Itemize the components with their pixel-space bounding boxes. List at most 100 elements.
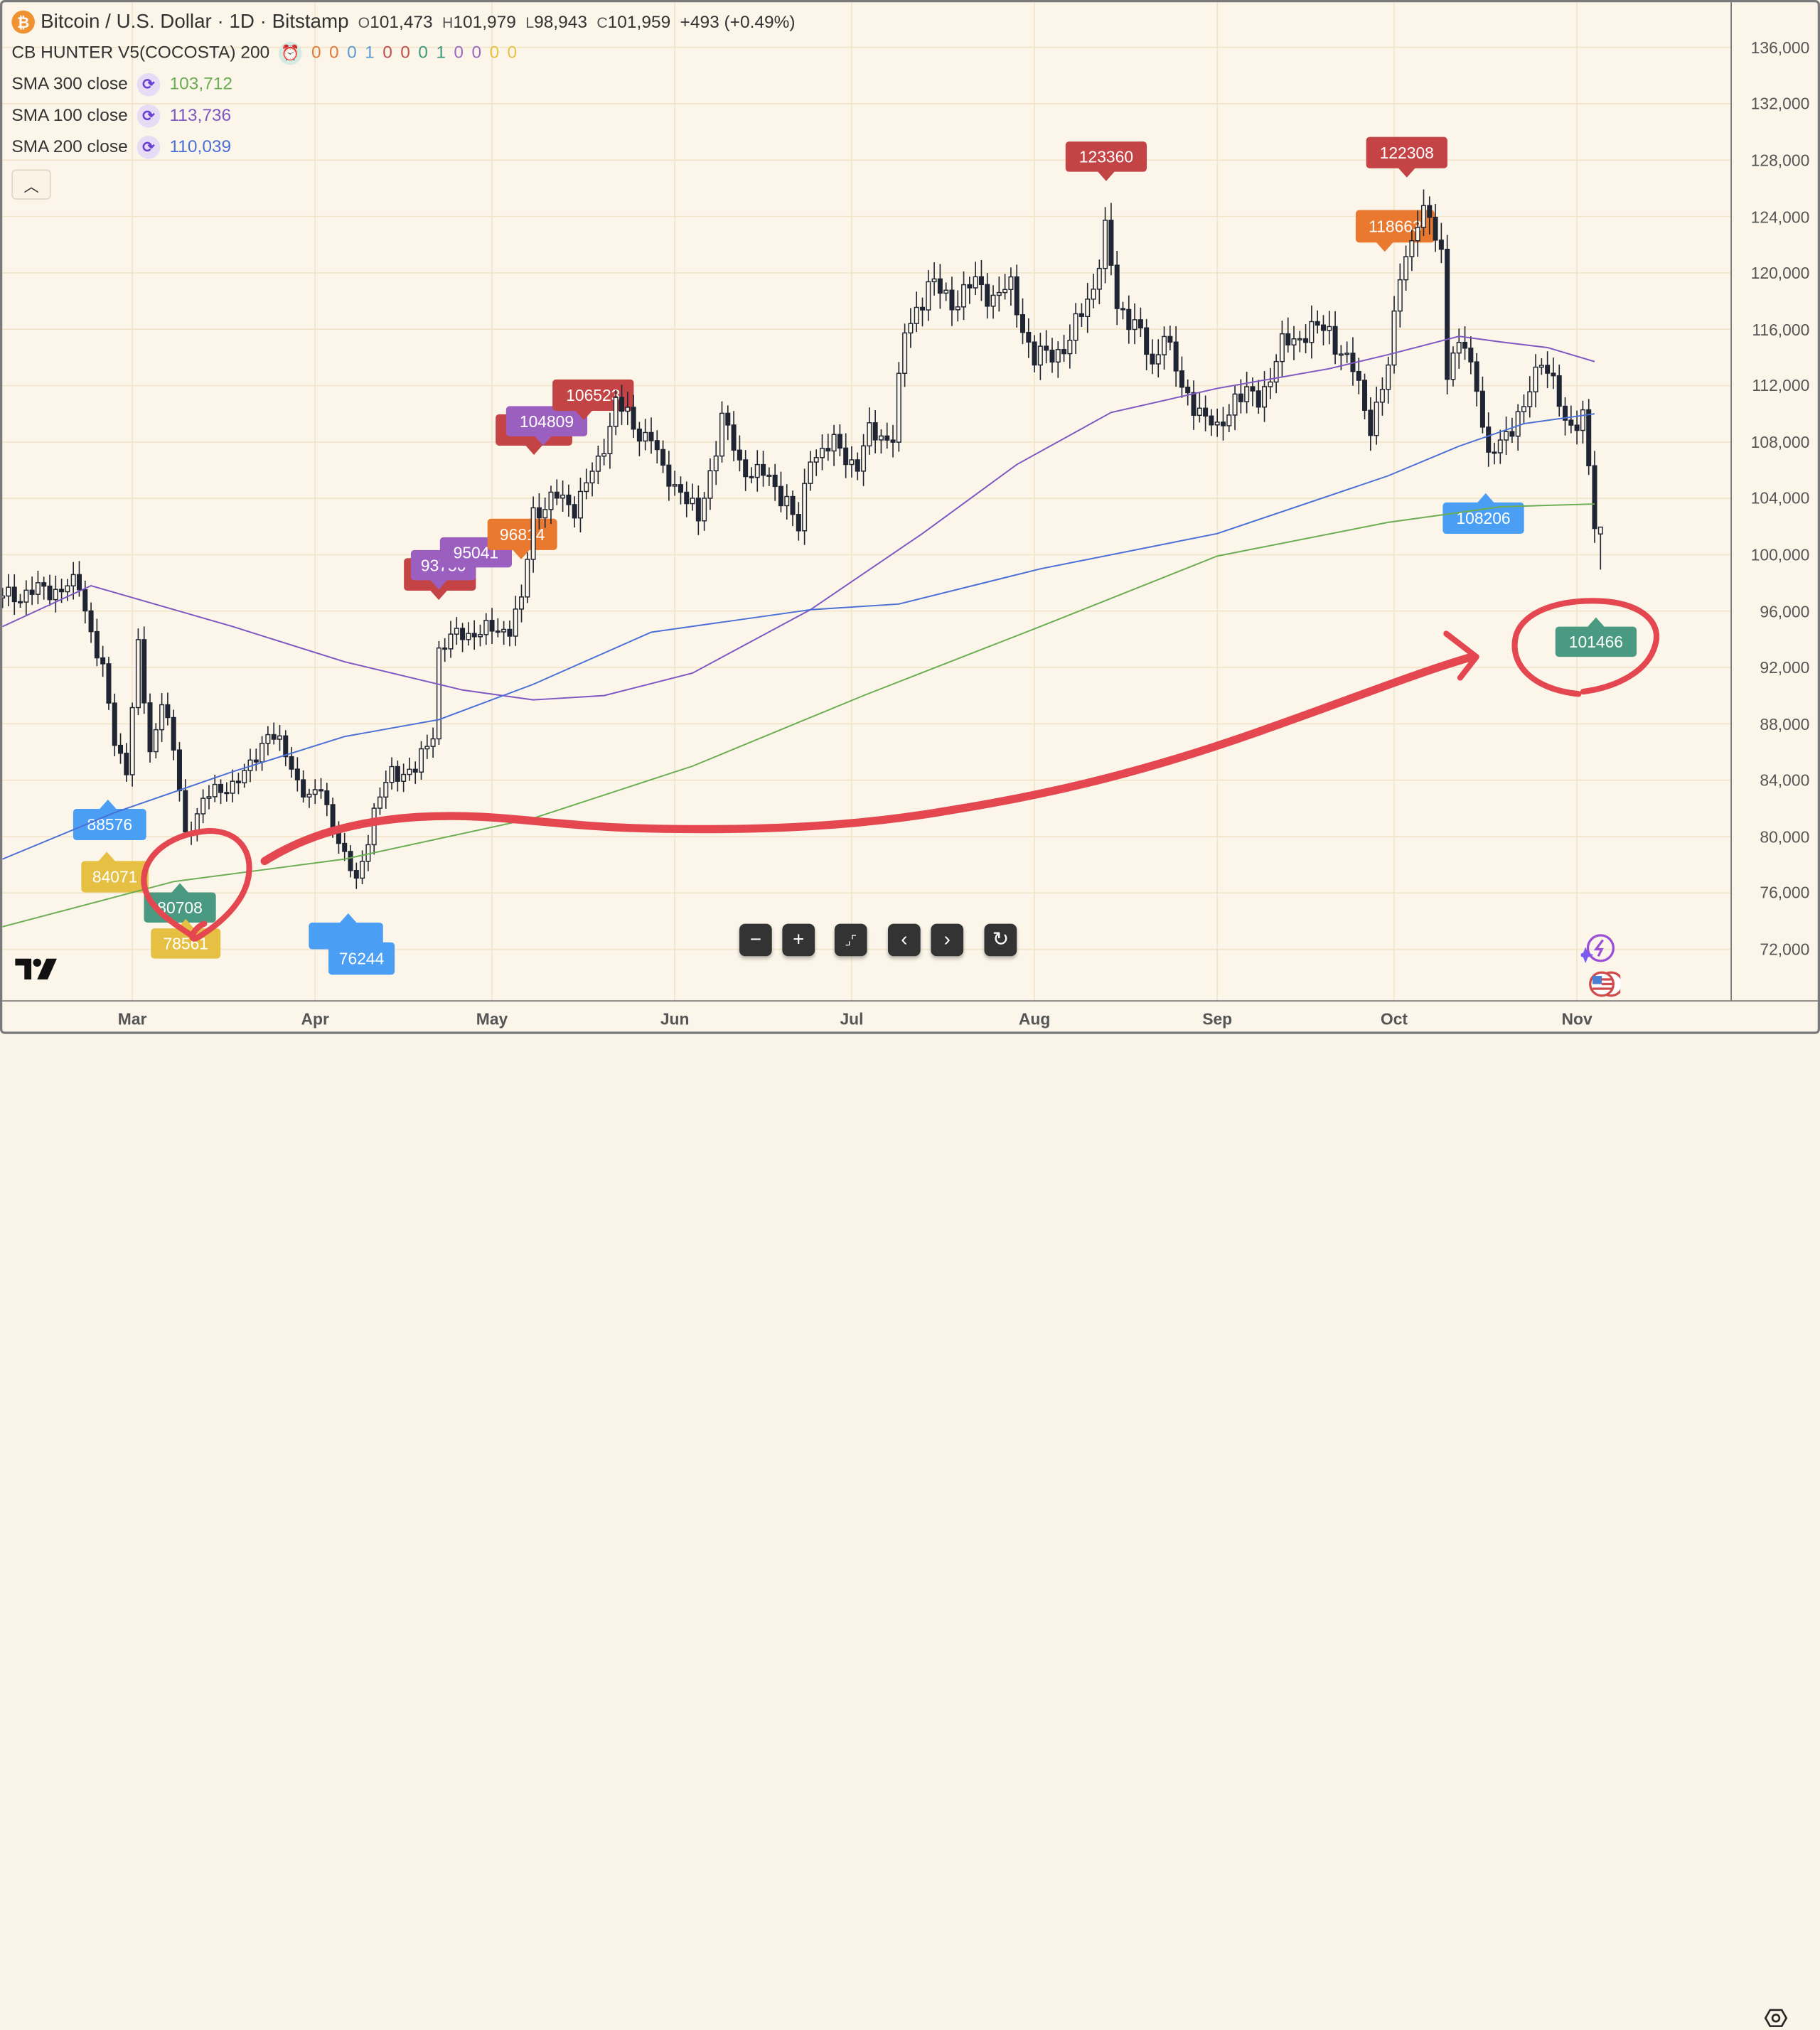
close-key: C: [596, 13, 608, 31]
refresh-icon[interactable]: ⟳: [136, 135, 161, 159]
reset-scale-button[interactable]: ⌟⌜: [834, 923, 867, 957]
candle: [896, 362, 901, 452]
candle-body: [489, 620, 495, 632]
candle-body: [1279, 333, 1285, 362]
candle-body: [648, 431, 654, 441]
candle-body: [719, 412, 725, 457]
indicator-label: SMA 300 close: [11, 74, 128, 95]
candle: [1002, 274, 1008, 300]
candle-body: [1096, 267, 1102, 290]
candle: [1320, 315, 1326, 345]
candle: [395, 761, 400, 792]
indicator-sma-300[interactable]: SMA 300 close ⟳ 103,712: [11, 68, 795, 100]
price-tick-label: 128,000: [1750, 151, 1810, 170]
candle-body: [519, 596, 525, 610]
candle: [577, 477, 583, 532]
signal-pointer: [170, 883, 190, 894]
candle: [926, 269, 931, 321]
candle: [6, 574, 11, 607]
candle: [802, 468, 808, 545]
candle-body: [294, 768, 300, 780]
candle: [1356, 358, 1361, 394]
candle: [1214, 408, 1220, 437]
candle-body: [631, 407, 636, 430]
symbol-row[interactable]: ₿ Bitcoin / U.S. Dollar · 1D · Bitstamp …: [11, 7, 796, 37]
bottom-right-icons: [1580, 934, 1621, 997]
candle-body: [1403, 256, 1409, 281]
signal-label: 123360: [1065, 141, 1147, 181]
candle-body: [1327, 326, 1332, 331]
alarm-clock-icon[interactable]: ⏰: [279, 41, 302, 65]
candle: [253, 748, 259, 771]
candle: [790, 490, 796, 527]
signal-label-text: 101466: [1569, 633, 1623, 651]
candle: [1592, 451, 1597, 543]
candle-body: [672, 484, 678, 487]
candle-body: [973, 276, 978, 289]
candle-body: [1085, 299, 1091, 317]
us-flag-icon[interactable]: [1589, 971, 1621, 997]
scroll-right-button[interactable]: ›: [931, 923, 964, 957]
candle: [530, 496, 536, 573]
indicator-sma-100[interactable]: SMA 100 close ⟳ 113,736: [11, 100, 795, 131]
candle-body: [235, 780, 241, 784]
settings-icon[interactable]: [1764, 2007, 1788, 2030]
candle-body: [88, 610, 94, 633]
candle-body: [165, 704, 171, 719]
refresh-icon[interactable]: ⟳: [136, 104, 161, 127]
candle: [648, 417, 654, 454]
candle-body: [1019, 314, 1026, 333]
candle: [949, 276, 955, 326]
scroll-left-button[interactable]: ‹: [887, 923, 921, 957]
candle-body: [218, 783, 224, 793]
candle: [259, 736, 265, 771]
candle: [483, 613, 489, 645]
candle-body: [82, 589, 88, 612]
candle-body: [967, 284, 973, 289]
indicator-value: 103,712: [169, 74, 233, 95]
zoom-out-button[interactable]: −: [739, 923, 772, 957]
candle-body: [377, 796, 382, 809]
price-chart[interactable]: 1233601223081186631048091065239375095041…: [0, 0, 1731, 1001]
lightning-assistant-icon[interactable]: [1580, 934, 1615, 964]
time-axis[interactable]: Mar Apr May Jun Jul Aug Sep Oct Nov: [0, 1000, 1820, 2027]
candle: [831, 424, 837, 466]
zoom-in-button[interactable]: +: [782, 923, 815, 957]
high-key: H: [442, 13, 454, 31]
candle-body: [100, 657, 106, 665]
candle: [743, 450, 749, 491]
candle-body: [1191, 392, 1197, 417]
collapse-legend-button[interactable]: ︿: [11, 169, 51, 200]
price-axis[interactable]: 136,000 132,000 128,000 124,000 120,000 116,0…: [1730, 0, 1820, 1001]
candle: [772, 463, 778, 501]
candle-body: [761, 463, 766, 476]
indicator-digit: 0: [347, 43, 357, 63]
candle-body: [849, 459, 855, 466]
candle-body: [1521, 406, 1526, 412]
signal-pointer: [511, 549, 531, 559]
candle: [301, 770, 306, 803]
candle: [1291, 326, 1297, 360]
candle-body: [1238, 393, 1243, 402]
candle: [371, 803, 377, 855]
reset-chart-button[interactable]: ↻: [984, 923, 1017, 957]
signal-pointer: [524, 444, 544, 455]
candle-body: [460, 628, 466, 640]
candle: [11, 574, 17, 616]
indicator-digit: 0: [311, 43, 321, 63]
candle-body: [1120, 308, 1126, 311]
candle-body: [1244, 386, 1250, 402]
candle: [1262, 371, 1268, 422]
candle: [407, 757, 412, 781]
indicator-sma-200[interactable]: SMA 200 close ⟳ 110,039: [11, 131, 795, 162]
candle-body: [1061, 349, 1067, 355]
candle-body: [1173, 341, 1179, 372]
candle: [525, 552, 530, 603]
candle: [572, 496, 577, 528]
tradingview-logo[interactable]: [15, 958, 57, 979]
candle-body: [855, 459, 860, 472]
candle: [636, 421, 642, 456]
refresh-icon[interactable]: ⟳: [136, 72, 161, 96]
